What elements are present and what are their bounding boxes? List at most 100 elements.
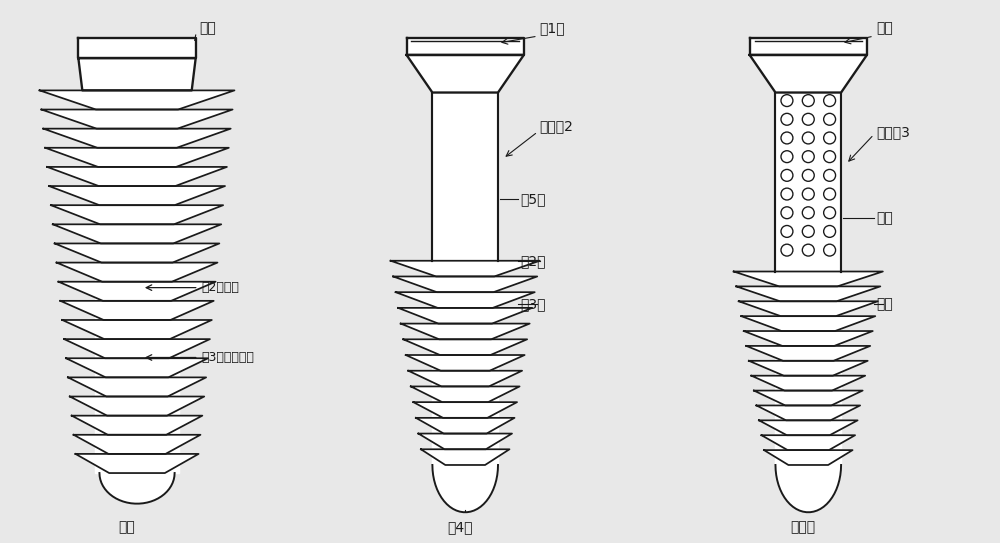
Polygon shape: [64, 339, 210, 358]
Ellipse shape: [824, 132, 836, 144]
Text: （5）: （5）: [520, 192, 545, 206]
Ellipse shape: [781, 169, 793, 181]
Polygon shape: [95, 90, 179, 473]
Polygon shape: [744, 331, 873, 346]
Polygon shape: [734, 272, 883, 286]
Polygon shape: [99, 473, 175, 503]
Ellipse shape: [781, 132, 793, 144]
Polygon shape: [407, 55, 524, 92]
Polygon shape: [72, 415, 202, 435]
Polygon shape: [741, 316, 875, 331]
Ellipse shape: [802, 94, 814, 106]
Polygon shape: [751, 376, 865, 390]
Text: （3）: （3）: [520, 296, 545, 311]
Ellipse shape: [781, 244, 793, 256]
Text: 螺帽: 螺帽: [876, 21, 893, 35]
Polygon shape: [739, 301, 878, 316]
Polygon shape: [403, 339, 527, 355]
Ellipse shape: [802, 225, 814, 237]
Polygon shape: [432, 465, 498, 512]
Polygon shape: [746, 346, 870, 361]
Polygon shape: [66, 358, 208, 377]
Text: （4）: （4）: [447, 520, 473, 534]
Polygon shape: [60, 301, 214, 320]
Polygon shape: [432, 261, 498, 465]
Ellipse shape: [802, 113, 814, 125]
Polygon shape: [396, 292, 535, 308]
Polygon shape: [775, 272, 841, 465]
Polygon shape: [407, 37, 524, 55]
Polygon shape: [68, 377, 206, 396]
Ellipse shape: [824, 169, 836, 181]
Polygon shape: [45, 148, 229, 167]
Text: 螺钉尖: 螺钉尖: [791, 520, 816, 534]
Polygon shape: [401, 324, 530, 339]
Polygon shape: [393, 276, 537, 292]
Polygon shape: [62, 320, 212, 339]
Polygon shape: [75, 454, 199, 473]
Polygon shape: [49, 186, 225, 205]
Polygon shape: [74, 435, 200, 454]
Polygon shape: [55, 243, 219, 263]
Polygon shape: [749, 361, 868, 376]
Polygon shape: [750, 55, 867, 92]
Polygon shape: [756, 406, 860, 420]
Ellipse shape: [824, 188, 836, 200]
Text: 钉尖: 钉尖: [119, 520, 135, 534]
Polygon shape: [406, 355, 525, 371]
Ellipse shape: [781, 225, 793, 237]
Ellipse shape: [781, 113, 793, 125]
Text: （1）: （1）: [540, 21, 565, 35]
Ellipse shape: [824, 244, 836, 256]
Polygon shape: [754, 390, 863, 406]
Ellipse shape: [781, 151, 793, 162]
Text: 骨螺钉3: 骨螺钉3: [876, 125, 910, 139]
Polygon shape: [413, 402, 517, 418]
Text: 螺纹: 螺纹: [876, 296, 893, 311]
Polygon shape: [78, 58, 196, 90]
Ellipse shape: [824, 207, 836, 219]
Ellipse shape: [781, 188, 793, 200]
Polygon shape: [57, 263, 217, 282]
Polygon shape: [53, 224, 221, 243]
Polygon shape: [70, 396, 204, 415]
Polygon shape: [411, 387, 520, 402]
Polygon shape: [761, 435, 855, 450]
Text: 微孔: 微孔: [876, 211, 893, 225]
Polygon shape: [432, 92, 498, 261]
Ellipse shape: [802, 188, 814, 200]
Polygon shape: [408, 371, 522, 387]
Ellipse shape: [802, 207, 814, 219]
Polygon shape: [391, 261, 540, 276]
Polygon shape: [418, 433, 512, 449]
Ellipse shape: [802, 244, 814, 256]
Ellipse shape: [824, 225, 836, 237]
Polygon shape: [398, 308, 532, 324]
Text: （2）螺纹: （2）螺纹: [202, 281, 240, 294]
Polygon shape: [759, 420, 858, 435]
Polygon shape: [51, 205, 223, 224]
Polygon shape: [47, 167, 227, 186]
Ellipse shape: [802, 132, 814, 144]
Polygon shape: [421, 449, 509, 465]
Ellipse shape: [781, 94, 793, 106]
Text: 钉帽: 钉帽: [200, 21, 216, 35]
Polygon shape: [775, 465, 841, 512]
Polygon shape: [764, 450, 853, 465]
Text: （3）螺纹底部: （3）螺纹底部: [202, 351, 255, 364]
Polygon shape: [58, 282, 216, 301]
Polygon shape: [736, 286, 880, 301]
Polygon shape: [78, 37, 196, 58]
Text: （2）: （2）: [520, 254, 545, 268]
Ellipse shape: [802, 151, 814, 162]
Ellipse shape: [824, 151, 836, 162]
Polygon shape: [43, 129, 231, 148]
Ellipse shape: [824, 94, 836, 106]
Polygon shape: [416, 418, 515, 433]
Polygon shape: [40, 90, 234, 110]
Polygon shape: [41, 110, 233, 129]
Ellipse shape: [802, 169, 814, 181]
Polygon shape: [775, 92, 841, 272]
Ellipse shape: [781, 207, 793, 219]
Ellipse shape: [824, 113, 836, 125]
